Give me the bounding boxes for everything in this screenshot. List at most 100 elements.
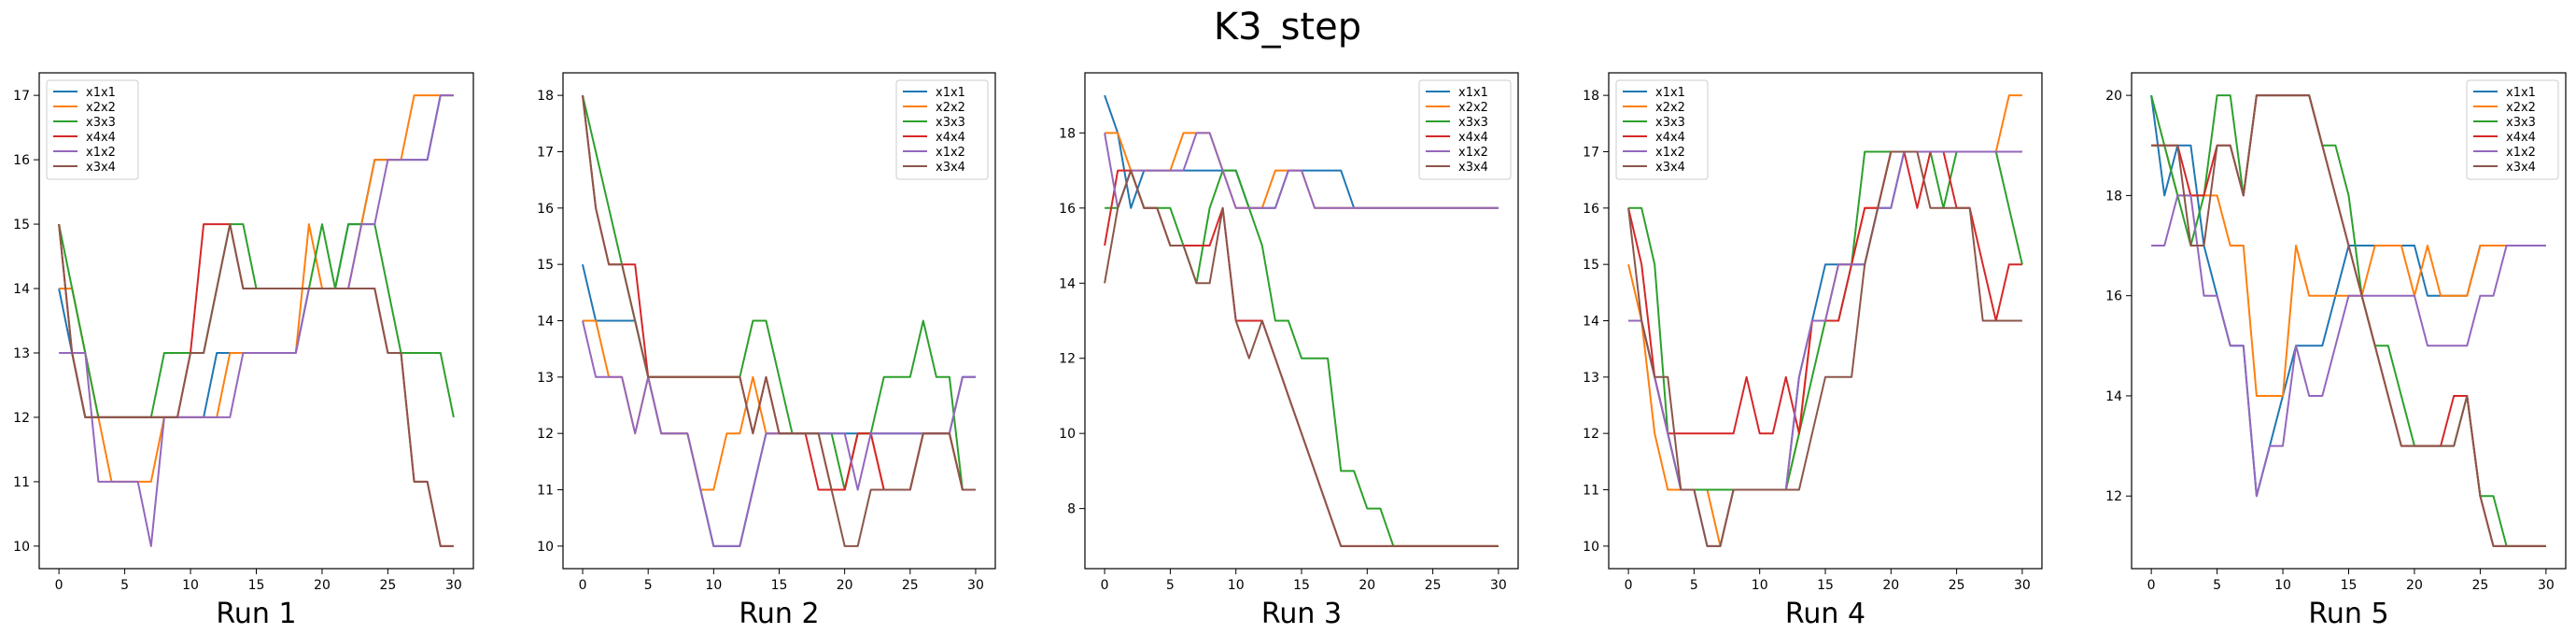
- legend-entry: x1x1: [86, 86, 116, 100]
- x-tick-label: 30: [2014, 578, 2031, 593]
- series-line-x1x2: [59, 94, 454, 547]
- legend-box: [2466, 79, 2559, 180]
- series-line-x3x4: [2151, 94, 2546, 547]
- legend-entry: x1x2: [936, 146, 965, 160]
- series-line-x3x4: [1104, 169, 1499, 547]
- y-tick-label: 17: [13, 89, 30, 104]
- x-tick-label: 5: [1690, 578, 1698, 593]
- x-tick-label: 25: [2471, 578, 2488, 593]
- legend-entry: x3x3: [86, 116, 116, 130]
- y-tick-label: 20: [2105, 89, 2122, 104]
- x-axis-label: Run 2: [739, 598, 819, 630]
- legend-entry: x2x2: [936, 101, 965, 115]
- y-tick-label: 13: [13, 346, 30, 361]
- y-tick-label: 11: [13, 475, 30, 490]
- y-tick-label: 16: [1583, 202, 1599, 217]
- legend-entry: x4x4: [1655, 131, 1685, 145]
- legend-entry: x1x1: [936, 86, 965, 100]
- x-axis-label: Run 1: [216, 598, 296, 630]
- legend-entry: x3x4: [936, 161, 965, 175]
- y-tick-label: 8: [1067, 502, 1076, 517]
- series-line-x1x2: [2151, 194, 2546, 498]
- y-tick-label: 16: [537, 202, 554, 217]
- y-tick-label: 14: [2105, 389, 2122, 404]
- legend-entry: x3x4: [2506, 161, 2536, 175]
- x-tick-label: 25: [379, 578, 396, 593]
- y-tick-label: 12: [537, 427, 554, 442]
- y-tick-label: 16: [1059, 202, 1076, 217]
- y-tick-label: 11: [1583, 484, 1599, 499]
- legend-entry: x2x2: [1458, 101, 1488, 115]
- x-tick-label: 20: [314, 578, 331, 593]
- x-tick-label: 20: [2406, 578, 2423, 593]
- x-tick-label: 0: [579, 578, 587, 593]
- series-line-x3x4: [58, 223, 454, 547]
- x-tick-label: 30: [2538, 578, 2555, 593]
- x-tick-label: 10: [2274, 578, 2291, 593]
- series-line-x3x4: [1627, 150, 2022, 547]
- x-tick-label: 25: [1949, 578, 1965, 593]
- y-tick-label: 15: [537, 258, 554, 273]
- legend-entry: x2x2: [1655, 101, 1685, 115]
- legend-entry: x4x4: [1458, 131, 1488, 145]
- legend-entry: x3x4: [1458, 161, 1488, 175]
- x-tick-label: 25: [1425, 578, 1442, 593]
- y-tick-label: 10: [1059, 427, 1076, 442]
- y-tick-label: 13: [537, 371, 554, 386]
- x-axis-label: Run 5: [2308, 598, 2388, 630]
- legend-box: [1418, 79, 1512, 180]
- y-tick-label: 16: [2105, 289, 2122, 304]
- x-tick-label: 30: [445, 578, 462, 593]
- y-tick-label: 12: [1583, 427, 1599, 442]
- y-tick-label: 10: [1583, 540, 1599, 555]
- x-tick-label: 5: [644, 578, 653, 593]
- y-tick-label: 14: [13, 282, 30, 297]
- y-tick-label: 13: [1583, 371, 1599, 386]
- legend-entry: x3x4: [86, 161, 116, 175]
- series-line-x3x4: [582, 94, 976, 547]
- y-tick-label: 12: [13, 411, 30, 426]
- legend-entry: x3x4: [1655, 161, 1685, 175]
- x-tick-label: 15: [2341, 578, 2358, 593]
- x-tick-label: 0: [2147, 578, 2156, 593]
- y-tick-label: 12: [1059, 352, 1076, 367]
- y-tick-label: 17: [1583, 145, 1599, 160]
- x-tick-label: 0: [1101, 578, 1109, 593]
- y-tick-label: 17: [537, 145, 554, 160]
- legend-entry: x3x3: [936, 116, 965, 130]
- x-tick-label: 15: [771, 578, 788, 593]
- x-tick-label: 15: [1293, 578, 1310, 593]
- y-tick-label: 12: [2105, 489, 2122, 504]
- series-line-x1x2: [1104, 132, 1499, 209]
- legend-entry: x2x2: [86, 101, 116, 115]
- x-tick-label: 5: [1166, 578, 1175, 593]
- x-tick-label: 25: [902, 578, 919, 593]
- x-tick-label: 15: [1817, 578, 1834, 593]
- legend-entry: x1x1: [1655, 86, 1685, 100]
- subplot-run-3: 0 5 10 15 20 25 30 8 10 12 14 16 18 Run 3 x1x1x2x2x3x3…: [1059, 72, 1519, 630]
- x-tick-label: 0: [55, 578, 63, 593]
- y-tick-label: 15: [13, 218, 30, 232]
- y-tick-label: 15: [1583, 258, 1599, 273]
- y-tick-label: 10: [13, 540, 30, 555]
- y-tick-label: 18: [1583, 89, 1599, 104]
- x-axis-label: Run 3: [1261, 598, 1342, 630]
- legend-entry: x4x4: [86, 131, 116, 145]
- legend-box: [46, 79, 139, 180]
- x-tick-label: 20: [837, 578, 853, 593]
- x-tick-label: 0: [1625, 578, 1633, 593]
- y-tick-label: 11: [537, 484, 554, 499]
- y-tick-label: 18: [537, 89, 554, 104]
- legend-entry: x1x1: [1458, 86, 1488, 100]
- y-tick-label: 14: [1583, 315, 1599, 330]
- x-tick-label: 5: [120, 578, 129, 593]
- legend-entry: x1x2: [86, 146, 116, 160]
